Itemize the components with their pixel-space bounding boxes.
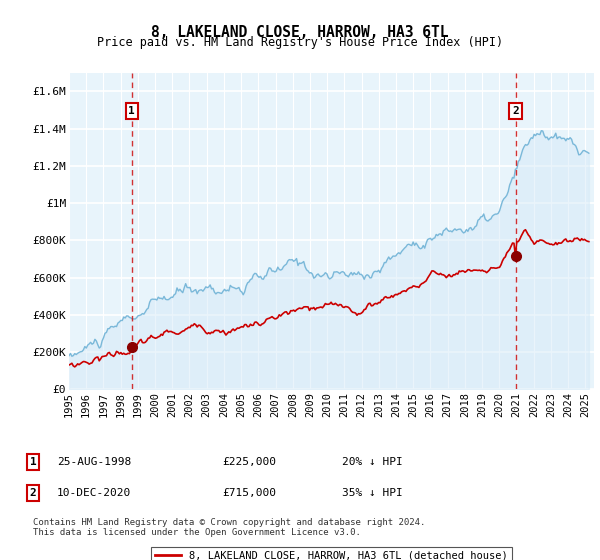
Text: Contains HM Land Registry data © Crown copyright and database right 2024.
This d: Contains HM Land Registry data © Crown c…	[33, 518, 425, 537]
Text: 20% ↓ HPI: 20% ↓ HPI	[342, 457, 403, 467]
Text: £715,000: £715,000	[222, 488, 276, 498]
Text: Price paid vs. HM Land Registry's House Price Index (HPI): Price paid vs. HM Land Registry's House …	[97, 36, 503, 49]
Text: £225,000: £225,000	[222, 457, 276, 467]
Text: 10-DEC-2020: 10-DEC-2020	[57, 488, 131, 498]
Text: 25-AUG-1998: 25-AUG-1998	[57, 457, 131, 467]
Text: 2: 2	[512, 106, 519, 116]
Text: 8, LAKELAND CLOSE, HARROW, HA3 6TL: 8, LAKELAND CLOSE, HARROW, HA3 6TL	[151, 25, 449, 40]
Text: 2: 2	[29, 488, 37, 498]
Text: 1: 1	[29, 457, 37, 467]
Text: 1: 1	[128, 106, 135, 116]
Text: 35% ↓ HPI: 35% ↓ HPI	[342, 488, 403, 498]
Legend: 8, LAKELAND CLOSE, HARROW, HA3 6TL (detached house), HPI: Average price, detache: 8, LAKELAND CLOSE, HARROW, HA3 6TL (deta…	[151, 547, 512, 560]
